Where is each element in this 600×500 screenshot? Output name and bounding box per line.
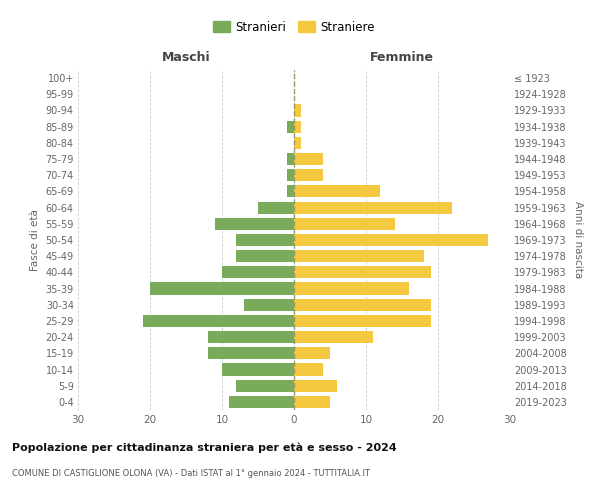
Text: COMUNE DI CASTIGLIONE OLONA (VA) - Dati ISTAT al 1° gennaio 2024 - TUTTITALIA.IT: COMUNE DI CASTIGLIONE OLONA (VA) - Dati … — [12, 469, 370, 478]
Bar — [244, 298, 294, 311]
Text: Femmine: Femmine — [370, 50, 434, 64]
Bar — [143, 315, 294, 327]
Bar — [150, 282, 294, 294]
Bar — [294, 202, 452, 213]
Bar — [294, 137, 301, 149]
Bar — [294, 153, 323, 165]
Text: Maschi: Maschi — [161, 50, 211, 64]
Bar — [294, 298, 431, 311]
Bar — [236, 250, 294, 262]
Bar — [294, 218, 395, 230]
Bar — [215, 218, 294, 230]
Bar — [287, 153, 294, 165]
Bar — [294, 282, 409, 294]
Bar — [294, 331, 373, 343]
Bar — [294, 120, 301, 132]
Bar — [287, 169, 294, 181]
Bar — [294, 364, 323, 376]
Legend: Stranieri, Straniere: Stranieri, Straniere — [208, 16, 380, 38]
Bar — [222, 266, 294, 278]
Bar — [294, 186, 380, 198]
Bar — [294, 104, 301, 117]
Bar — [294, 315, 431, 327]
Y-axis label: Anni di nascita: Anni di nascita — [572, 202, 583, 278]
Bar — [294, 348, 330, 360]
Bar — [294, 266, 431, 278]
Bar — [287, 120, 294, 132]
Bar — [294, 169, 323, 181]
Y-axis label: Fasce di età: Fasce di età — [30, 209, 40, 271]
Bar — [236, 380, 294, 392]
Bar — [222, 364, 294, 376]
Bar — [208, 348, 294, 360]
Bar — [287, 186, 294, 198]
Bar — [229, 396, 294, 408]
Bar — [294, 250, 424, 262]
Bar — [258, 202, 294, 213]
Bar — [294, 234, 488, 246]
Text: Popolazione per cittadinanza straniera per età e sesso - 2024: Popolazione per cittadinanza straniera p… — [12, 442, 397, 453]
Bar — [208, 331, 294, 343]
Bar — [236, 234, 294, 246]
Bar — [294, 380, 337, 392]
Bar — [294, 396, 330, 408]
